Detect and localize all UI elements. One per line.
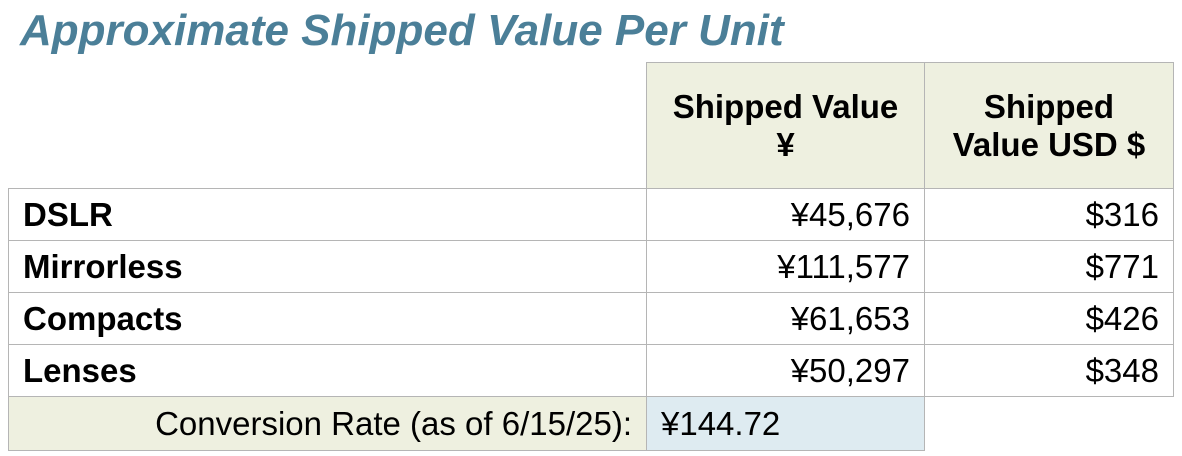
cell-value: ¥111,577 (646, 240, 925, 293)
title: Approximate Shipped Value Per Unit (20, 6, 784, 55)
cell-value: $426 (924, 292, 1174, 345)
cell-value: $348 (924, 344, 1174, 397)
row-label: Mirrorless (8, 240, 647, 293)
row-label: Compacts (8, 292, 647, 345)
cell-value: $771 (924, 240, 1174, 293)
cell-value: ¥61,653 (646, 292, 925, 345)
conversion-label: Conversion Rate (as of 6/15/25): (8, 396, 647, 451)
column-header: Shipped Value USD $ (924, 62, 1174, 189)
row-label: DSLR (8, 188, 647, 241)
cell-value: ¥45,676 (646, 188, 925, 241)
cell-value: ¥50,297 (646, 344, 925, 397)
column-header: Shipped Value ¥ (646, 62, 925, 189)
conversion-value: ¥144.72 (646, 396, 925, 451)
row-label: Lenses (8, 344, 647, 397)
cell-value: $316 (924, 188, 1174, 241)
